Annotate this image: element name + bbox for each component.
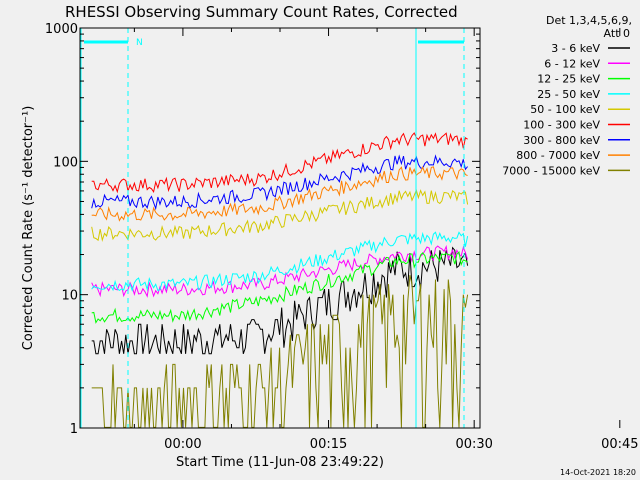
footer-date: 14-Oct-2021 18:20 xyxy=(560,468,636,477)
legend-label: 12 - 25 keV xyxy=(537,73,600,86)
y-tick-label: 1 xyxy=(70,422,78,437)
x-tick-label: 00:45 xyxy=(601,437,638,452)
chart-title: RHESSI Observing Summary Count Rates, Co… xyxy=(65,3,458,21)
series-layer xyxy=(91,132,469,428)
x-tick-label: 00:15 xyxy=(310,437,347,452)
series-line xyxy=(91,188,469,242)
series-line xyxy=(91,250,468,324)
legend-label: 100 - 300 keV xyxy=(523,119,600,132)
series-line xyxy=(91,244,469,298)
legend-header-line-1: Det 1,3,4,5,6,9, xyxy=(546,14,632,27)
y-axis: 1 10 100 1000 xyxy=(45,22,480,437)
series-line xyxy=(91,231,469,292)
x-tick-label: 00:00 xyxy=(164,437,201,452)
y-tick-label: 10 xyxy=(61,289,78,304)
x-tick-label: 00:30 xyxy=(455,437,492,452)
legend-header-line-2: Att 0 xyxy=(604,27,630,40)
legend-label: 800 - 7000 keV xyxy=(516,149,600,162)
y-tick-label: 1000 xyxy=(45,22,78,37)
annotation-n: N xyxy=(136,38,143,48)
series-line xyxy=(91,246,469,355)
series-line xyxy=(91,275,469,428)
series-line xyxy=(91,165,468,222)
legend-label: 3 - 6 keV xyxy=(551,42,600,55)
legend-label: 50 - 100 keV xyxy=(530,103,600,116)
series-line xyxy=(91,154,468,211)
y-axis-label: Corrected Count Rate (s⁻¹ detector⁻¹) xyxy=(21,106,36,351)
series-line xyxy=(91,132,468,194)
legend-label: 300 - 800 keV xyxy=(523,134,600,147)
legend-label: 25 - 50 keV xyxy=(537,88,600,101)
legend: Det 1,3,4,5,6,9, Att 0 3 - 6 keV 6 - 12 k… xyxy=(502,14,632,177)
legend-label: 7000 - 15000 keV xyxy=(502,164,600,177)
x-axis-label: Start Time (11-Jun-08 23:49:22) xyxy=(176,455,384,470)
legend-label: 6 - 12 keV xyxy=(544,57,600,70)
marker-layer: N xyxy=(80,28,465,428)
y-tick-label: 100 xyxy=(53,155,78,170)
